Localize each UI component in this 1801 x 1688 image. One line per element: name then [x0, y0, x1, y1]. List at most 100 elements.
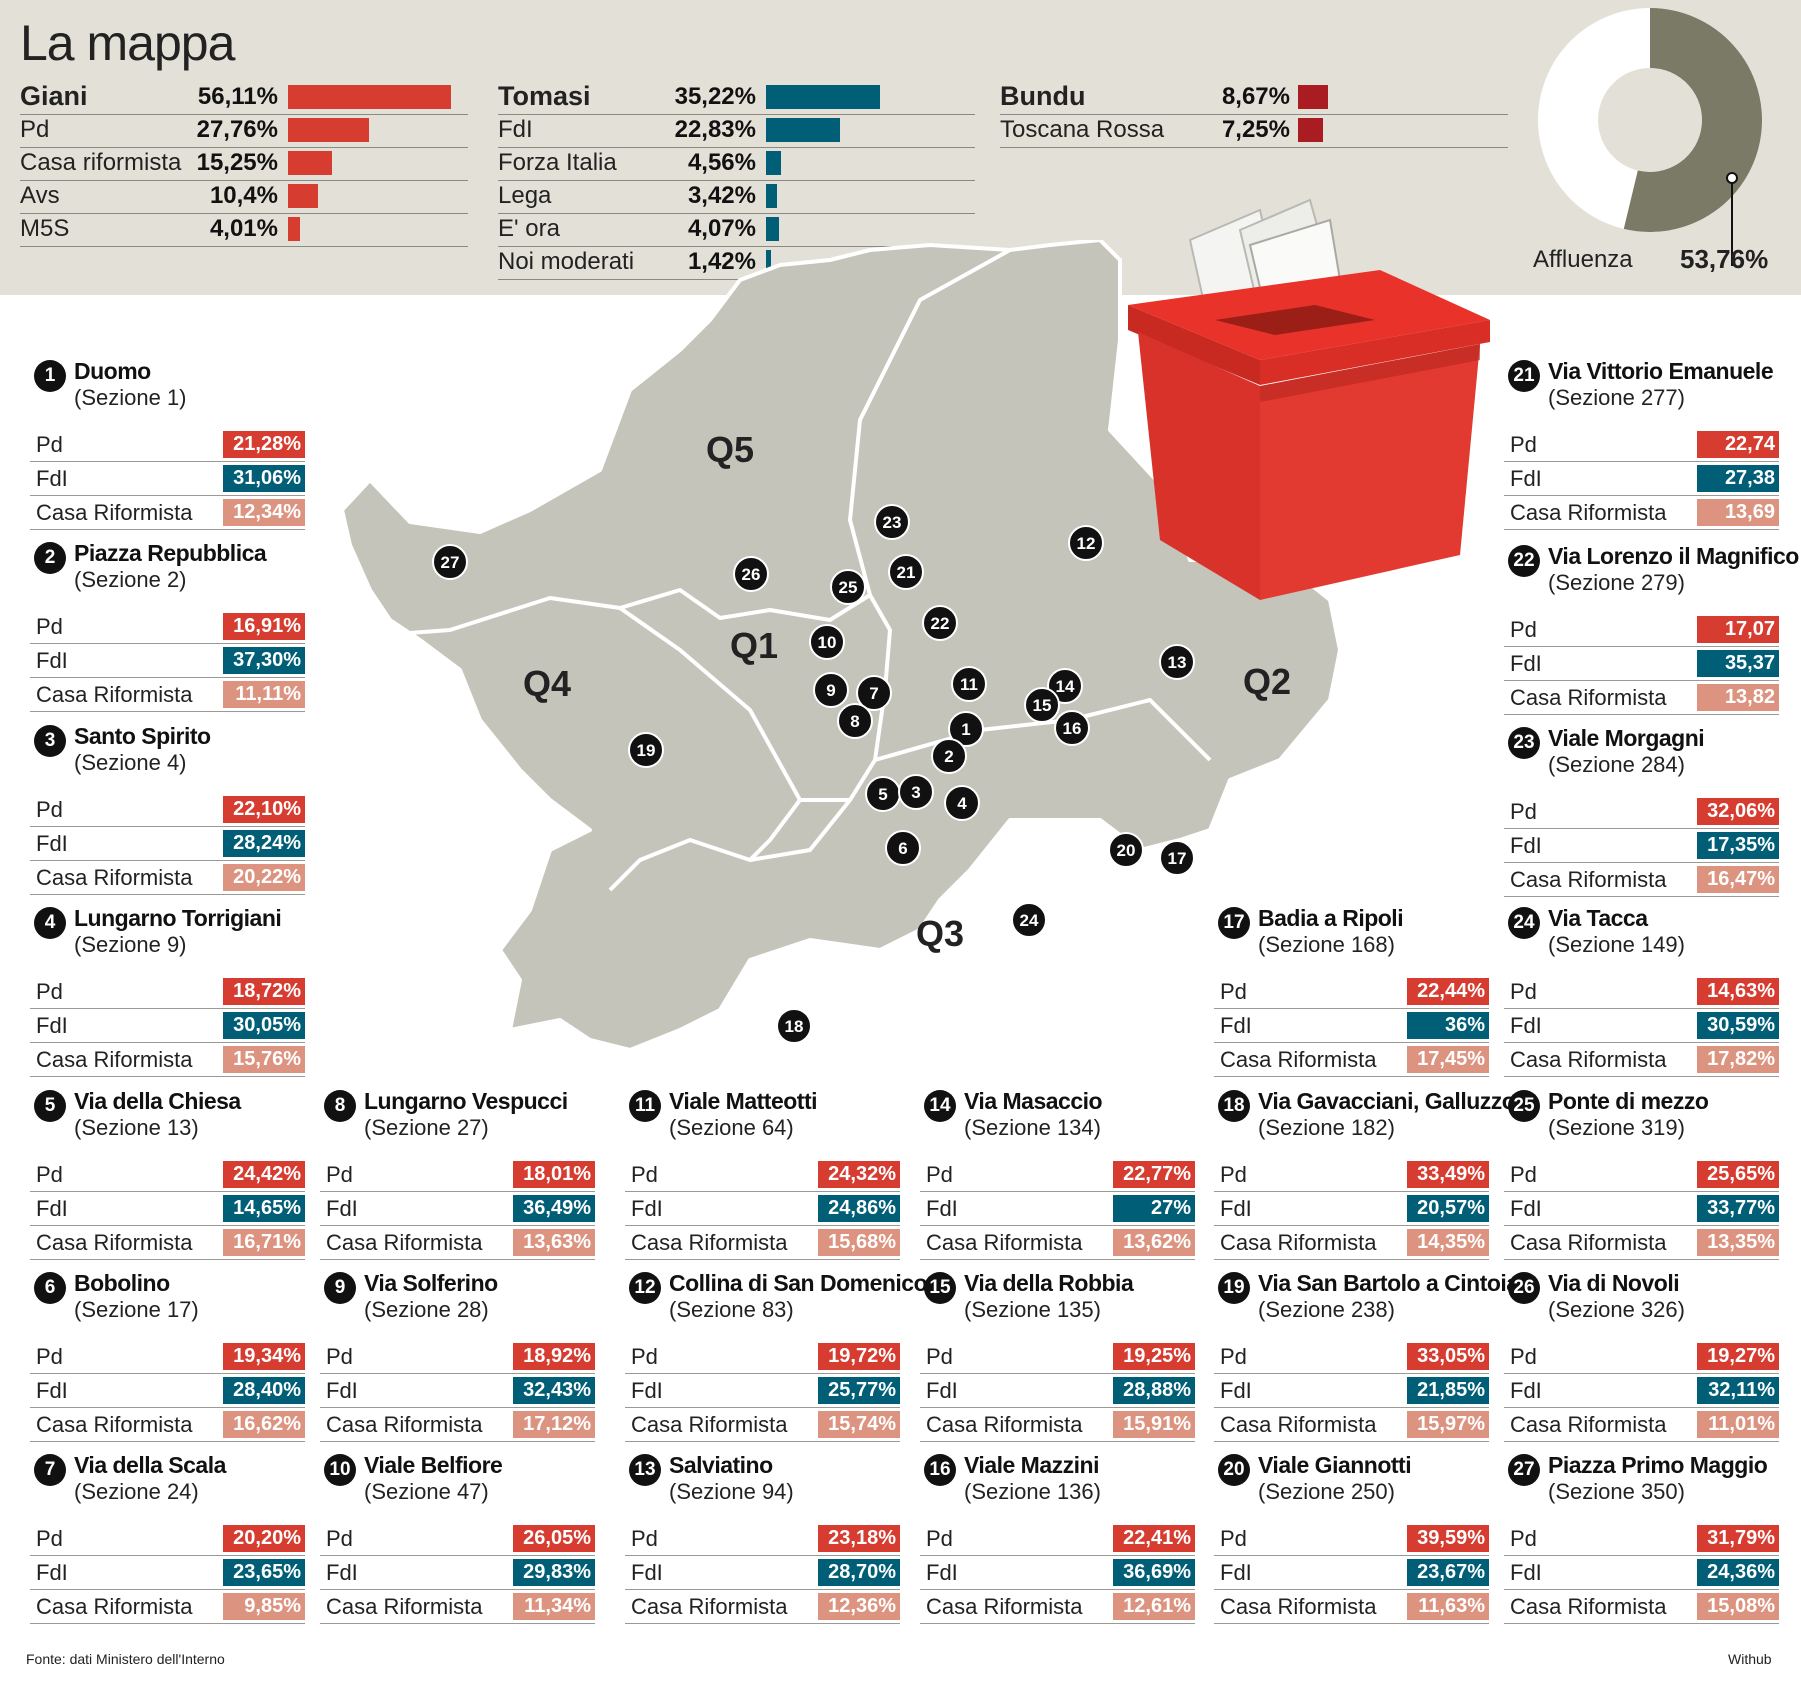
party-label: Casa Riformista: [631, 1594, 788, 1619]
party-value: 14,65%: [223, 1195, 305, 1222]
section-table-row: FdI 24,36%: [1504, 1556, 1779, 1590]
summary-name: M5S: [20, 215, 70, 242]
map-marker-label: 24: [1020, 911, 1039, 930]
section-number-badge: 25: [1508, 1090, 1540, 1122]
party-value: 13,62%: [1113, 1229, 1195, 1256]
section-table-row: Casa Riformista 17,12%: [320, 1408, 595, 1442]
section-card: 22 Via Lorenzo il Magnifico (Sezione 279) P…: [1504, 543, 1799, 715]
summary-percent: 35,22%: [674, 83, 756, 110]
section-card: 16 Viale Mazzini (Sezione 136) Pd 22,41% FdI 3…: [920, 1452, 1195, 1624]
section-number-badge: 12: [629, 1272, 661, 1304]
section-table-row: Pd 24,42%: [30, 1158, 305, 1192]
party-value: 32,43%: [513, 1377, 595, 1404]
section-number-badge: 22: [1508, 545, 1540, 577]
map-marker-label: 3: [911, 783, 920, 802]
party-label: Pd: [631, 1162, 658, 1187]
map-marker-dot: [885, 830, 921, 866]
map-marker-label: 15: [1033, 696, 1052, 715]
section-table-row: FdI 36,69%: [920, 1556, 1195, 1590]
party-value: 12,61%: [1113, 1593, 1195, 1620]
section-header: 13 Salviatino (Sezione 94): [625, 1452, 900, 1522]
summary-list-row: Lega 3,42%: [498, 179, 975, 214]
section-header: 20 Viale Giannotti (Sezione 250): [1214, 1452, 1489, 1522]
section-table-row: Pd 22,44%: [1214, 975, 1489, 1009]
party-label: FdI: [326, 1196, 358, 1221]
summary-bar: [1298, 85, 1329, 109]
section-table-row: FdI 24,86%: [625, 1192, 900, 1226]
section-header: 16 Viale Mazzini (Sezione 136): [920, 1452, 1195, 1522]
party-label: Pd: [326, 1344, 353, 1369]
section-table-row: Casa Riformista 11,63%: [1214, 1590, 1489, 1624]
party-label: FdI: [631, 1196, 663, 1221]
section-card: 5 Via della Chiesa (Sezione 13) Pd 24,42% FdI…: [30, 1088, 305, 1260]
section-subtitle: (Sezione 135): [964, 1297, 1101, 1322]
map-marker-dot: [1068, 525, 1104, 561]
map-marker-dot: [874, 504, 910, 540]
section-subtitle: (Sezione 64): [669, 1115, 794, 1140]
section-table-row: Pd 33,05%: [1214, 1340, 1489, 1374]
party-value: 19,34%: [223, 1343, 305, 1370]
party-label: Pd: [631, 1344, 658, 1369]
summary-candidate-row: Tomasi 35,22%: [498, 80, 975, 115]
section-table-row: Casa Riformista 9,85%: [30, 1590, 305, 1624]
section-table-row: FdI 36,49%: [320, 1192, 595, 1226]
party-value: 27,38: [1697, 465, 1779, 492]
party-value: 31,79%: [1697, 1525, 1779, 1552]
summary-name: Bundu: [1000, 81, 1086, 111]
section-table-row: FdI 32,43%: [320, 1374, 595, 1408]
summary-list-row: M5S 4,01%: [20, 212, 468, 247]
section-subtitle: (Sezione 94): [669, 1479, 794, 1504]
section-number-badge: 13: [629, 1454, 661, 1486]
party-label: Casa Riformista: [36, 865, 193, 890]
party-label: Pd: [326, 1162, 353, 1187]
section-name: Viale Morgagni: [1548, 725, 1705, 751]
party-label: Casa Riformista: [326, 1594, 483, 1619]
party-value: 12,36%: [818, 1593, 900, 1620]
section-header: 15 Via della Robbia (Sezione 135): [920, 1270, 1195, 1340]
section-table-row: FdI 35,37: [1504, 647, 1779, 681]
section-table-row: Casa Riformista 15,76%: [30, 1043, 305, 1077]
summary-name: Noi moderati: [498, 248, 635, 275]
summary-percent: 8,67%: [1221, 83, 1290, 110]
summary-bar: [1298, 118, 1324, 142]
party-value: 23,18%: [818, 1525, 900, 1552]
section-name: Via di Novoli: [1548, 1270, 1680, 1296]
section-card: 17 Badia a Ripoli (Sezione 168) Pd 22,44% FdI…: [1214, 905, 1489, 1077]
summary-percent: 4,01%: [209, 215, 278, 242]
party-label: FdI: [926, 1560, 958, 1585]
section-subtitle: (Sezione 47): [364, 1479, 489, 1504]
party-label: FdI: [1510, 1560, 1542, 1585]
party-label: Casa Riformista: [1510, 685, 1667, 710]
summary-name: Toscana Rossa: [1000, 116, 1165, 143]
party-label: Pd: [36, 614, 63, 639]
party-value: 17,45%: [1407, 1046, 1489, 1073]
section-header: 26 Via di Novoli (Sezione 326): [1504, 1270, 1779, 1340]
party-value: 23,67%: [1407, 1559, 1489, 1586]
party-label: FdI: [1220, 1560, 1252, 1585]
party-label: Casa Riformista: [1220, 1230, 1377, 1255]
section-name: Via Lorenzo il Magnifico: [1548, 543, 1799, 569]
section-card: 1 Duomo (Sezione 1) Pd 21,28% FdI 31,06% Casa R…: [30, 358, 305, 530]
map-marker-label: 13: [1168, 653, 1187, 672]
party-value: 16,71%: [223, 1229, 305, 1256]
section-subtitle: (Sezione 83): [669, 1297, 794, 1322]
party-value: 18,72%: [223, 978, 305, 1005]
section-name: Via Solferino: [364, 1270, 498, 1296]
section-name: Viale Matteotti: [669, 1088, 818, 1114]
section-table-row: Casa Riformista 15,68%: [625, 1226, 900, 1260]
section-card: 2 Piazza Repubblica (Sezione 2) Pd 16,91% FdI…: [30, 540, 305, 712]
section-subtitle: (Sezione 17): [74, 1297, 199, 1322]
party-label: Pd: [1510, 1526, 1537, 1551]
section-table-row: FdI 29,83%: [320, 1556, 595, 1590]
summary-bar: [766, 85, 881, 109]
section-table-row: Casa Riformista 16,47%: [1504, 863, 1779, 897]
section-name: Ponte di mezzo: [1548, 1088, 1709, 1114]
party-value: 20,57%: [1407, 1195, 1489, 1222]
section-number-badge: 20: [1218, 1454, 1250, 1486]
party-label: Pd: [36, 432, 63, 457]
section-number-badge: 21: [1508, 360, 1540, 392]
party-value: 17,82%: [1697, 1046, 1779, 1073]
party-value: 30,59%: [1697, 1012, 1779, 1039]
summary-bar: [288, 184, 319, 208]
map-marker-dot: [733, 556, 769, 592]
